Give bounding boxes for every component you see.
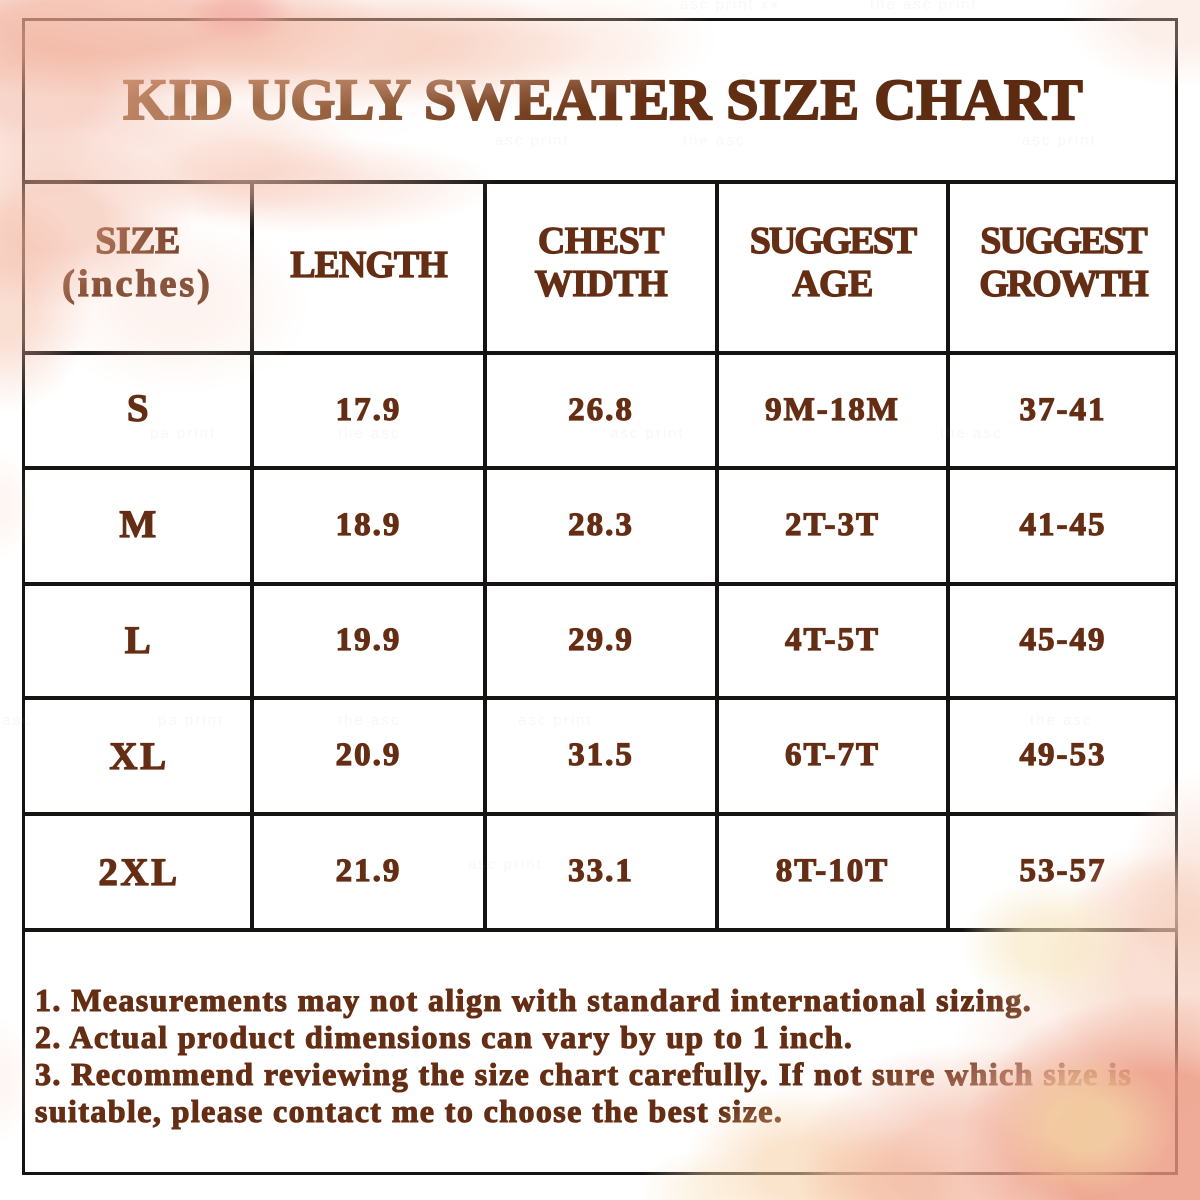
svg-text:KID UGLY SWEATER SIZE CHART: KID UGLY SWEATER SIZE CHART — [123, 67, 1083, 132]
